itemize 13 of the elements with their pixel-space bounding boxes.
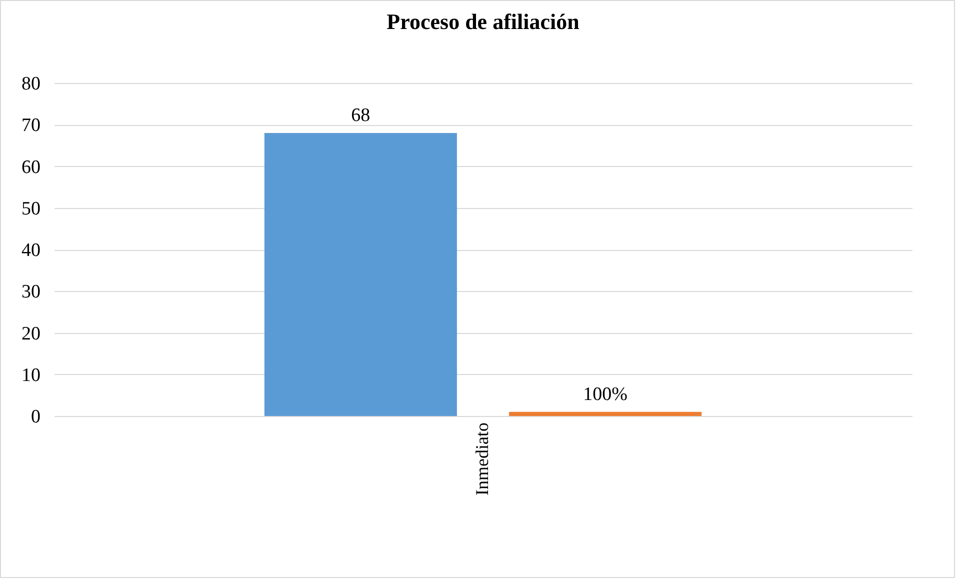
y-tick-label: 30 [22,282,40,303]
y-tick-label: 40 [22,240,40,261]
y-tick-label: 10 [22,364,40,386]
y-tick-label: 70 [22,115,40,136]
y-tick-label: 20 [22,323,40,344]
y-tick-label: 60 [22,156,40,178]
chart-title: Proceso de afiliación [386,9,580,34]
data-label: 68 [351,104,370,126]
y-tick-label: 0 [31,406,40,428]
x-tick-label: Inmediato [472,422,492,496]
y-tick-label: 50 [22,198,40,220]
data-label: 100% [583,384,628,405]
y-tick-label: 80 [22,74,40,94]
